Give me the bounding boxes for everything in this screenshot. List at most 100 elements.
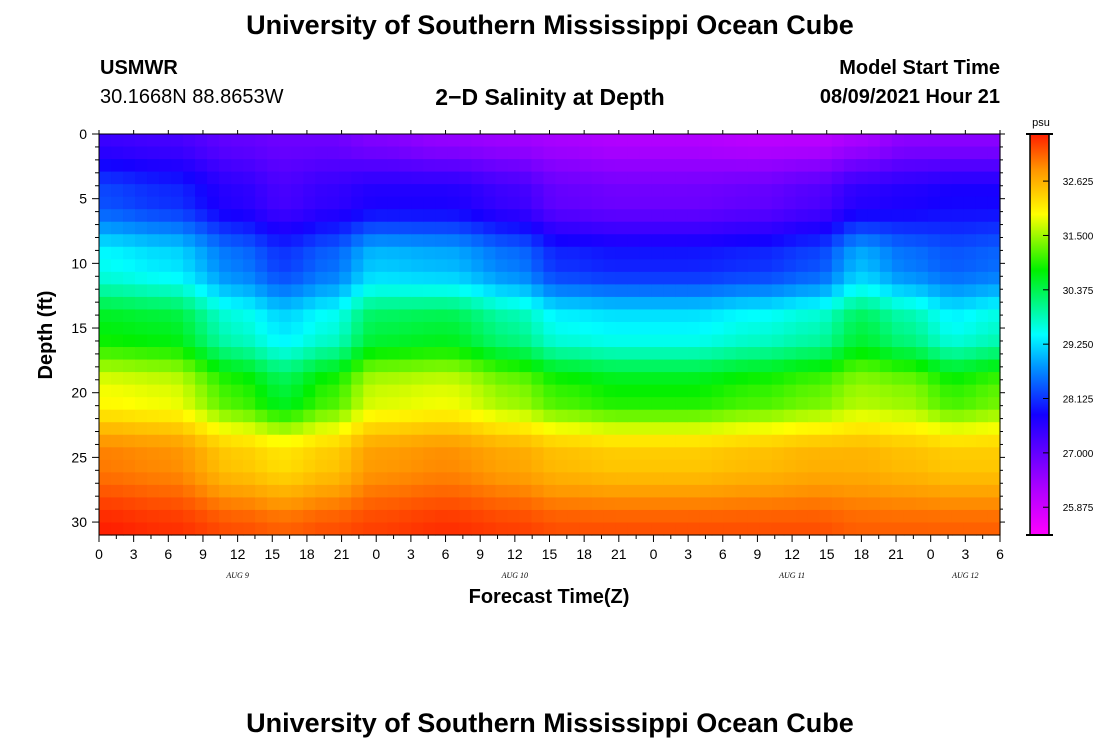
heatmap-cell (195, 522, 208, 536)
heatmap-cell (651, 409, 665, 423)
heatmap-cell (939, 284, 953, 298)
heatmap-cell (639, 434, 653, 448)
heatmap-cell (207, 472, 220, 486)
heatmap-cell (471, 196, 485, 210)
heatmap-cell (963, 509, 977, 524)
heatmap-cell (267, 509, 280, 524)
heatmap-cell (327, 209, 340, 223)
heatmap-cell (939, 359, 953, 373)
heatmap-cell (723, 372, 737, 386)
heatmap-cell (591, 509, 605, 524)
heatmap-cell (363, 309, 376, 323)
heatmap-cell (831, 359, 845, 373)
heatmap-cell (387, 409, 400, 423)
heatmap-cell (771, 359, 785, 373)
heatmap-cell (243, 522, 256, 536)
heatmap-cell (387, 284, 400, 298)
heatmap-cell (291, 434, 304, 448)
heatmap-cell (747, 134, 761, 148)
heatmap-cell (195, 159, 208, 173)
heatmap-cell (99, 422, 112, 436)
heatmap-cell (975, 284, 989, 298)
heatmap-cell (939, 509, 953, 524)
heatmap-cell (231, 459, 244, 473)
heatmap-cell (795, 259, 809, 273)
heatmap-cell (975, 434, 989, 448)
heatmap-cell (123, 259, 136, 273)
heatmap-cell (399, 347, 412, 361)
heatmap-cell (243, 184, 256, 198)
heatmap-cell (291, 271, 304, 285)
heatmap-cell (267, 459, 280, 473)
heatmap-cell (771, 509, 785, 524)
heatmap-cell (279, 522, 292, 536)
heatmap-cell (255, 234, 268, 248)
heatmap-cell (795, 184, 809, 198)
heatmap-cell (195, 447, 208, 461)
heatmap-cell (591, 309, 605, 323)
heatmap-cell (267, 447, 280, 461)
heatmap-cell (495, 209, 509, 223)
y-tick-label: 15 (71, 320, 87, 336)
heatmap-cell (447, 246, 460, 260)
heatmap-cell (531, 284, 545, 298)
heatmap-cell (735, 134, 749, 148)
heatmap-cell (603, 372, 617, 386)
x-tick-label: 3 (684, 546, 692, 562)
heatmap-cell (555, 234, 569, 248)
heatmap-cell (159, 334, 172, 348)
heatmap-cell (975, 409, 989, 423)
heatmap-cell (267, 221, 280, 235)
heatmap-cell (267, 321, 280, 336)
heatmap-cell (975, 384, 989, 398)
heatmap-cell (879, 459, 893, 473)
heatmap-cell (615, 296, 629, 311)
heatmap-cell (159, 159, 172, 173)
heatmap-cell (411, 397, 424, 411)
heatmap-cell (603, 234, 617, 248)
heatmap-cell (663, 347, 677, 361)
heatmap-cell (531, 321, 545, 336)
heatmap-cell (435, 347, 448, 361)
heatmap-cell (123, 334, 136, 348)
heatmap-cell (771, 246, 785, 260)
heatmap-cell (207, 497, 220, 511)
heatmap-cell (603, 209, 617, 223)
heatmap-cell (987, 134, 1001, 148)
heatmap-cell (723, 196, 737, 210)
heatmap-cell (315, 509, 328, 524)
heatmap-cell (603, 509, 617, 524)
heatmap-cell (831, 196, 845, 210)
heatmap-cell (471, 159, 485, 173)
heatmap-cell (627, 334, 641, 348)
heatmap-cell (171, 397, 184, 411)
heatmap-cell (951, 409, 965, 423)
heatmap-cell (843, 246, 857, 260)
heatmap-cell (951, 221, 965, 235)
heatmap-cell (303, 296, 316, 311)
heatmap-cell (483, 522, 497, 536)
heatmap-cell (363, 347, 376, 361)
heatmap-cell (459, 284, 473, 298)
heatmap-cell (99, 221, 112, 235)
heatmap-cell (879, 196, 893, 210)
heatmap-cell (327, 196, 340, 210)
heatmap-cell (555, 447, 569, 461)
heatmap-cell (231, 384, 244, 398)
heatmap-cell (483, 209, 497, 223)
heatmap-cell (579, 171, 593, 185)
heatmap-cell (819, 234, 833, 248)
heatmap-cell (279, 397, 292, 411)
heatmap-cell (135, 472, 148, 486)
heatmap-cell (435, 159, 448, 173)
heatmap-cell (471, 271, 485, 285)
heatmap-cell (735, 497, 749, 511)
heatmap-cell (291, 284, 304, 298)
heatmap-cell (219, 171, 232, 185)
heatmap-cell (123, 234, 136, 248)
heatmap-cell (927, 459, 941, 473)
heatmap-cell (243, 359, 256, 373)
heatmap-cell (411, 209, 424, 223)
heatmap-cell (927, 347, 941, 361)
heatmap-cell (651, 246, 665, 260)
